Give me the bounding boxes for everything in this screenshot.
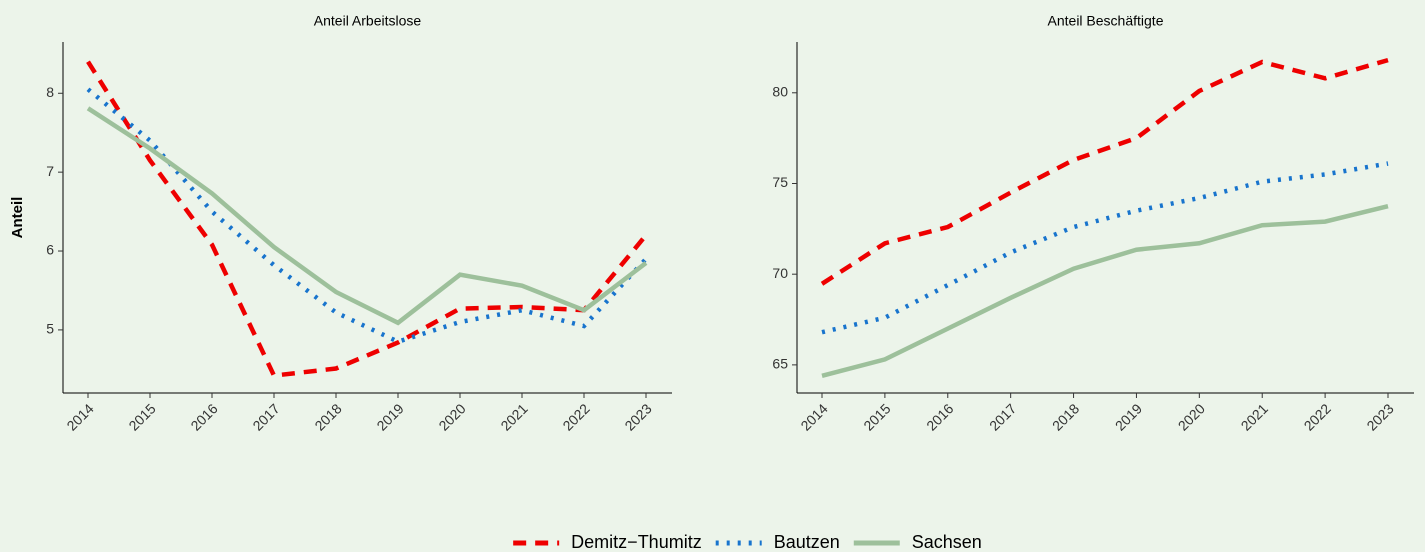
series-line [86, 60, 648, 379]
panel-title: Anteil Beschäftigte [1048, 13, 1164, 29]
y-tick-label: 70 [772, 265, 788, 281]
y-tick-label: 8 [46, 84, 54, 100]
series-line [820, 57, 1389, 286]
legend: Demitz−Thumitz Bautzen Sachsen [513, 532, 982, 552]
y-tick-label: 7 [46, 163, 54, 179]
series-line [821, 161, 1389, 335]
legend-label: Demitz−Thumitz [571, 532, 702, 552]
y-tick-label: 5 [46, 321, 54, 337]
y-axis-label: Anteil [9, 197, 26, 239]
y-tick-label: 6 [46, 242, 54, 258]
series-line [86, 106, 648, 326]
y-tick-label: 75 [772, 174, 788, 190]
panel-title: Anteil Arbeitslose [314, 13, 422, 29]
legend-label: Sachsen [912, 532, 982, 552]
legend-label: Bautzen [774, 532, 840, 552]
series-line [86, 87, 648, 345]
y-tick-label: 65 [772, 356, 788, 372]
y-tick-label: 80 [772, 83, 788, 99]
series-line [821, 204, 1389, 378]
